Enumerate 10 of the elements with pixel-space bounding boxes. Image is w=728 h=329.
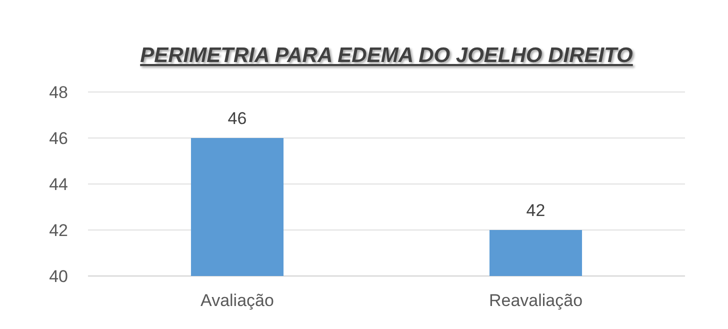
y-tick-label: 48 [49, 83, 68, 102]
data-label: 46 [228, 109, 247, 128]
chart-title: PERIMETRIA PARA EDEMA DO JOELHO DIREITO [140, 44, 633, 67]
y-tick-label: 46 [49, 129, 68, 148]
x-tick-label: Reavaliação [488, 291, 583, 310]
y-tick-label: 42 [49, 221, 68, 240]
x-tick-label: Avaliação [200, 291, 274, 310]
y-tick-label: 44 [49, 175, 68, 194]
data-label: 42 [526, 201, 546, 220]
y-tick-label: 40 [49, 267, 68, 286]
